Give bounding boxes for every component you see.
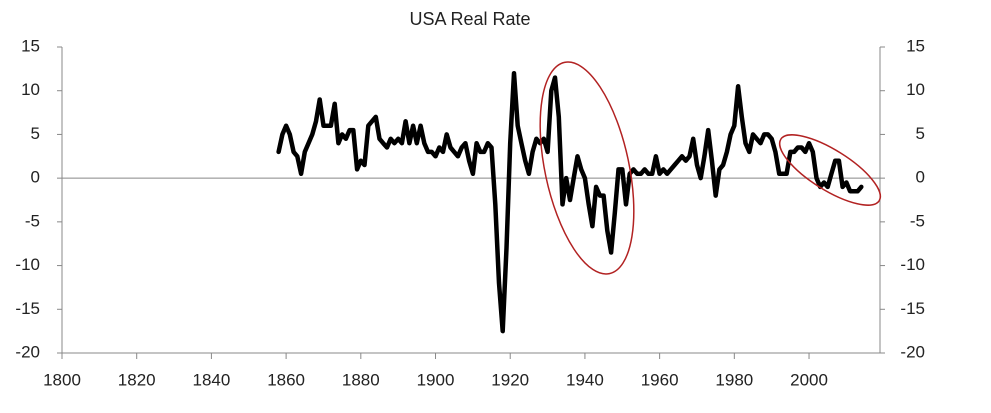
x-tick-label: 1820 [118, 370, 156, 389]
x-tick-label: 1840 [192, 370, 230, 389]
y2-tick-label: 10 [906, 80, 925, 99]
y2-tick-label: -5 [910, 211, 925, 230]
y2-tick-label: -20 [900, 342, 925, 361]
plot-area: -20 -15 -10 -5 0 5 10 15 -20 -15 -10 -5 0 5 10 15 1800 18… [15, 36, 925, 389]
y-tick-label: 15 [21, 36, 40, 55]
y2-tick-label: -15 [900, 299, 925, 318]
y-tick-label: -20 [15, 342, 40, 361]
y-tick-label: 0 [31, 168, 40, 187]
x-tick-label: 1940 [566, 370, 604, 389]
y-tick-label: -15 [15, 299, 40, 318]
line-series [276, 70, 864, 334]
y2-tick-label: 15 [906, 36, 925, 55]
y2-tick-label: -10 [900, 255, 925, 274]
y-tick-label: 5 [31, 124, 40, 143]
y-tick-label: 10 [21, 80, 40, 99]
y-tick-label: -5 [25, 211, 40, 230]
x-tick-label: 1880 [342, 370, 380, 389]
x-tick-label: 1900 [417, 370, 455, 389]
highlight-ellipse [778, 134, 882, 206]
x-tick-label: 1920 [491, 370, 529, 389]
x-tick-label: 2000 [790, 370, 828, 389]
highlight-ellipse [539, 61, 635, 275]
y2-tick-label: 5 [916, 124, 925, 143]
y2-tick-label: 0 [916, 168, 925, 187]
x-tick-label: 1960 [641, 370, 679, 389]
x-tick-label: 1860 [267, 370, 305, 389]
x-tick-label: 1800 [43, 370, 81, 389]
y-tick-label: -10 [15, 255, 40, 274]
x-tick-label: 1980 [715, 370, 753, 389]
chart-title: USA Real Rate [409, 9, 530, 29]
